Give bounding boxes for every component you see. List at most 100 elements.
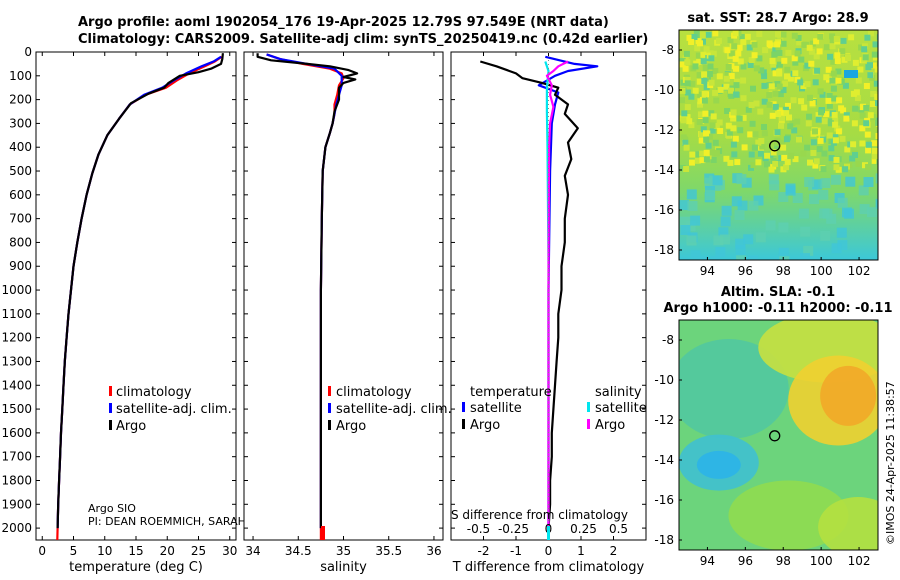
legend-swatch — [462, 402, 465, 412]
sst-pixel — [785, 185, 796, 196]
sst-pixel — [859, 125, 866, 132]
sst-pixel — [809, 100, 816, 107]
sst-pixel — [871, 153, 878, 160]
sla_map-field — [679, 320, 878, 550]
sst-pixel — [697, 101, 703, 108]
sst-pixel — [701, 91, 708, 97]
sst-pixel — [766, 40, 773, 47]
sst-pixel — [747, 62, 754, 68]
sst-pixel — [858, 185, 869, 196]
sst_map-frame — [678, 29, 879, 261]
sst-pixel — [863, 105, 870, 111]
temperature-ytick-label: 200 — [9, 93, 32, 107]
sst-pixel — [865, 141, 872, 148]
difference-xtick-label: 1 — [577, 544, 585, 558]
sst-pixel — [700, 51, 707, 58]
sst-pixel — [740, 63, 747, 70]
sst-pixel — [702, 110, 709, 117]
sst-pixel — [779, 256, 790, 260]
sst-pixel — [703, 83, 710, 90]
sst-pixel — [829, 39, 836, 46]
sst-pixel — [680, 216, 690, 227]
sla_map-frame — [678, 319, 879, 551]
sst-pixel — [823, 111, 830, 118]
sst-pixel — [812, 79, 819, 86]
sst-pixel — [839, 48, 846, 55]
sst-pixel — [736, 174, 747, 185]
sst-pixel — [794, 50, 801, 57]
sst-pixel — [800, 150, 807, 157]
sst-pixel — [849, 155, 856, 162]
sst-pixel — [800, 253, 810, 260]
sst-pixel — [867, 72, 874, 79]
sla-blob — [696, 450, 741, 479]
temperature-ytick-label: 1900 — [1, 497, 32, 511]
sst-pixel — [835, 128, 842, 135]
sst-pixel — [683, 166, 690, 172]
sst-pixel — [772, 90, 779, 97]
sst-pixel — [751, 144, 758, 151]
sst-pixel — [703, 136, 710, 143]
sst-pixel — [713, 97, 720, 104]
sst-pixel — [712, 68, 719, 74]
sst-pixel — [706, 71, 713, 77]
difference-panel: -2 -1 0 1 2 T difference from climatology S di… — [450, 51, 647, 575]
sst-pixel — [682, 139, 689, 146]
sst-pixel — [737, 127, 744, 134]
sst-pixel — [692, 87, 699, 94]
temperature-xtick-label: 0 — [38, 544, 46, 558]
sst-pixel — [724, 47, 731, 54]
sst-pixel — [779, 140, 786, 147]
sst-pixel — [857, 66, 864, 73]
sst-pixel — [855, 77, 862, 84]
sst-pixel — [725, 122, 732, 129]
sst-pixel — [730, 141, 737, 148]
sst-pixel — [693, 30, 700, 37]
sst-pixel — [837, 240, 848, 251]
sst-pixel — [751, 52, 758, 59]
sst-pixel — [741, 144, 748, 151]
sst-pixel — [870, 91, 877, 97]
sst-pixel — [727, 159, 734, 166]
sla-blob — [679, 339, 789, 439]
sst-pixel — [694, 157, 701, 164]
sst-pixel — [865, 147, 872, 154]
sst-pixel — [832, 117, 839, 124]
sst-pixel — [683, 50, 690, 57]
sst-pixel — [700, 58, 707, 65]
sst-pixel — [826, 102, 833, 109]
sla_map-ytick-label: -8 — [662, 333, 674, 347]
temperature-ytick-label: 1500 — [1, 402, 32, 416]
sst-pixel — [758, 67, 765, 74]
series-line-argo — [56, 53, 224, 529]
sst-pixel — [730, 115, 737, 122]
top-xtick-label: -0.25 — [498, 522, 529, 536]
sst-pixel — [724, 71, 731, 78]
sst-pixel — [851, 120, 858, 127]
sst_map-ytick-label: -10 — [654, 83, 674, 97]
sst-pixel — [735, 238, 746, 249]
sst-pixel — [874, 66, 878, 73]
sst-pixel — [827, 120, 834, 127]
legend-label: satellite-adj. clim. — [116, 402, 232, 417]
sst-pixel — [875, 198, 878, 209]
sst-pixel — [820, 178, 831, 189]
sst-pixel — [752, 131, 759, 138]
sst-pixel — [712, 139, 719, 146]
sst-pixel — [816, 146, 823, 153]
sst-pixel — [877, 60, 878, 67]
sst-pixel — [762, 47, 769, 54]
temperature-xtick-label: 25 — [191, 544, 206, 558]
sst-pixel — [708, 55, 715, 62]
sst-pixel — [696, 78, 703, 85]
sst-pixel — [734, 159, 741, 166]
sst-pixel — [842, 82, 849, 89]
sst-pixel — [764, 161, 770, 168]
sst-pixel — [716, 119, 723, 126]
difference-xlabel: T difference from climatology — [452, 560, 645, 575]
sst-pixel — [757, 150, 764, 157]
sst-pixel — [813, 158, 820, 165]
sst-pixel — [782, 106, 789, 113]
sst-pixel — [798, 56, 805, 63]
temperature-ytick-label: 400 — [9, 140, 32, 154]
